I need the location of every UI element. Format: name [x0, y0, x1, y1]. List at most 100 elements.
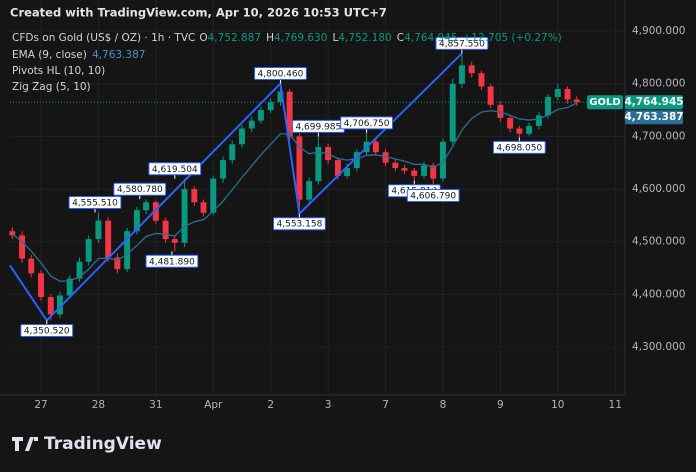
watermark: Created with TradingView.com, Apr 10, 20… — [10, 6, 387, 20]
candle-body — [554, 89, 561, 97]
ohlc-key: H — [266, 32, 274, 44]
pivot-box — [113, 182, 167, 196]
symbol-tag — [587, 95, 623, 110]
symbol-tag-label: GOLD — [589, 97, 620, 108]
candle-body — [421, 165, 427, 176]
y-tick-label: 4,300.000 — [632, 341, 685, 353]
candle-body — [526, 125, 533, 134]
pivot-label: 4,706.750 — [344, 119, 390, 129]
ohlc-value: 4,769.630 — [274, 32, 327, 44]
pivot-box — [68, 196, 122, 210]
candle-body — [277, 91, 284, 103]
candle-body — [573, 99, 580, 103]
candle-body — [124, 231, 131, 270]
logo-icon — [12, 437, 38, 451]
x-tick-label: 2 — [267, 399, 274, 411]
ema-value: 4,763.387 — [92, 49, 145, 61]
pivot-label: 4,619.504 — [152, 165, 198, 175]
y-tick-label: 4,700.000 — [632, 130, 685, 142]
zigzag-name: Zig Zag (5, 10) — [12, 81, 91, 93]
candle-body — [162, 220, 169, 240]
x-tick-label: 11 — [609, 399, 622, 411]
ema-name: EMA (9, close) — [12, 49, 87, 61]
pivot-label: 4,553.158 — [277, 220, 323, 230]
y-tick-label: 4,600.000 — [632, 183, 685, 195]
pivots-name: Pivots HL (10, 10) — [12, 65, 105, 77]
candle-body — [286, 91, 293, 137]
pivot-box — [340, 116, 394, 130]
price-tag-label: 4,764.945 — [624, 96, 683, 108]
x-tick-label: 28 — [92, 399, 105, 411]
pivot-label: 4,857.550 — [439, 39, 485, 49]
candle-body — [181, 189, 188, 243]
candle-body — [66, 278, 73, 296]
pivot-box — [145, 254, 199, 268]
candle-body — [478, 73, 485, 87]
candle-body — [401, 168, 408, 171]
candle-body — [545, 96, 552, 116]
ohlc-key: C — [397, 32, 404, 44]
y-tick-label: 4,800.000 — [632, 78, 685, 90]
change: +12.705 (+0.27%) — [463, 32, 562, 44]
pivot-label: 4,698.050 — [496, 143, 542, 153]
pivot-label: 4,606.790 — [410, 191, 456, 201]
x-tick-label: 3 — [325, 399, 332, 411]
x-tick-label: 9 — [497, 399, 504, 411]
ohlc-value: 4,752.180 — [338, 32, 391, 44]
candle-body — [239, 128, 245, 145]
pivot-label: 4,580.780 — [117, 185, 163, 195]
candle-body — [191, 189, 198, 203]
candle-body — [105, 220, 112, 258]
candle-body — [497, 104, 504, 118]
x-tick-label: 31 — [149, 399, 162, 411]
pivot-box — [492, 140, 546, 154]
candle-body — [248, 120, 255, 129]
y-tick-label: 4,500.000 — [632, 236, 685, 248]
pivot-label: 4,481.890 — [149, 257, 195, 267]
candle-body — [382, 152, 389, 163]
candle-body — [200, 202, 207, 213]
candle-body — [468, 65, 475, 74]
pivot-box — [148, 162, 202, 176]
candle-body — [95, 220, 102, 240]
candle-body — [315, 146, 322, 182]
candle-body — [19, 235, 26, 259]
candle-body — [210, 178, 217, 213]
candle-body — [334, 160, 341, 176]
pivot-box — [254, 66, 307, 80]
candle-body — [220, 160, 227, 179]
ema-tag-label: 4,763.387 — [624, 111, 683, 123]
pivot-label: 4,350.520 — [24, 326, 70, 336]
candle-body — [47, 297, 54, 315]
candle-body — [133, 210, 140, 232]
ohlc-value: 4,764.945 — [404, 32, 457, 44]
candle-body — [56, 295, 63, 315]
x-tick-label: 27 — [34, 399, 47, 411]
x-tick-label: Apr — [204, 399, 223, 411]
candle-body — [507, 117, 514, 129]
y-tick-label: 4,400.000 — [632, 288, 685, 300]
candle-body — [152, 202, 159, 221]
candle-body — [267, 102, 274, 111]
candle-body — [76, 261, 83, 279]
x-tick-label: 10 — [551, 399, 564, 411]
pivot-box — [406, 188, 460, 202]
candle-body — [487, 86, 494, 105]
pivot-box — [20, 323, 74, 337]
ohlc-key: L — [332, 32, 338, 44]
y-tick-label: 4,900.000 — [632, 25, 685, 37]
candle-body — [411, 170, 418, 176]
candle-body — [143, 202, 150, 211]
ema-tag — [625, 110, 683, 125]
candle-body — [28, 258, 35, 274]
plot: 4,350.520 4,555.510 4,580.780 4,481.890 4,61… — [9, 36, 625, 337]
candle-body — [296, 136, 303, 200]
candle-body — [430, 165, 437, 179]
logo: TradingView — [12, 434, 162, 454]
candle-body — [257, 110, 264, 121]
candle-body — [85, 239, 92, 262]
candle-body — [353, 152, 360, 169]
candle-body — [171, 239, 178, 243]
candle-body — [9, 231, 16, 236]
